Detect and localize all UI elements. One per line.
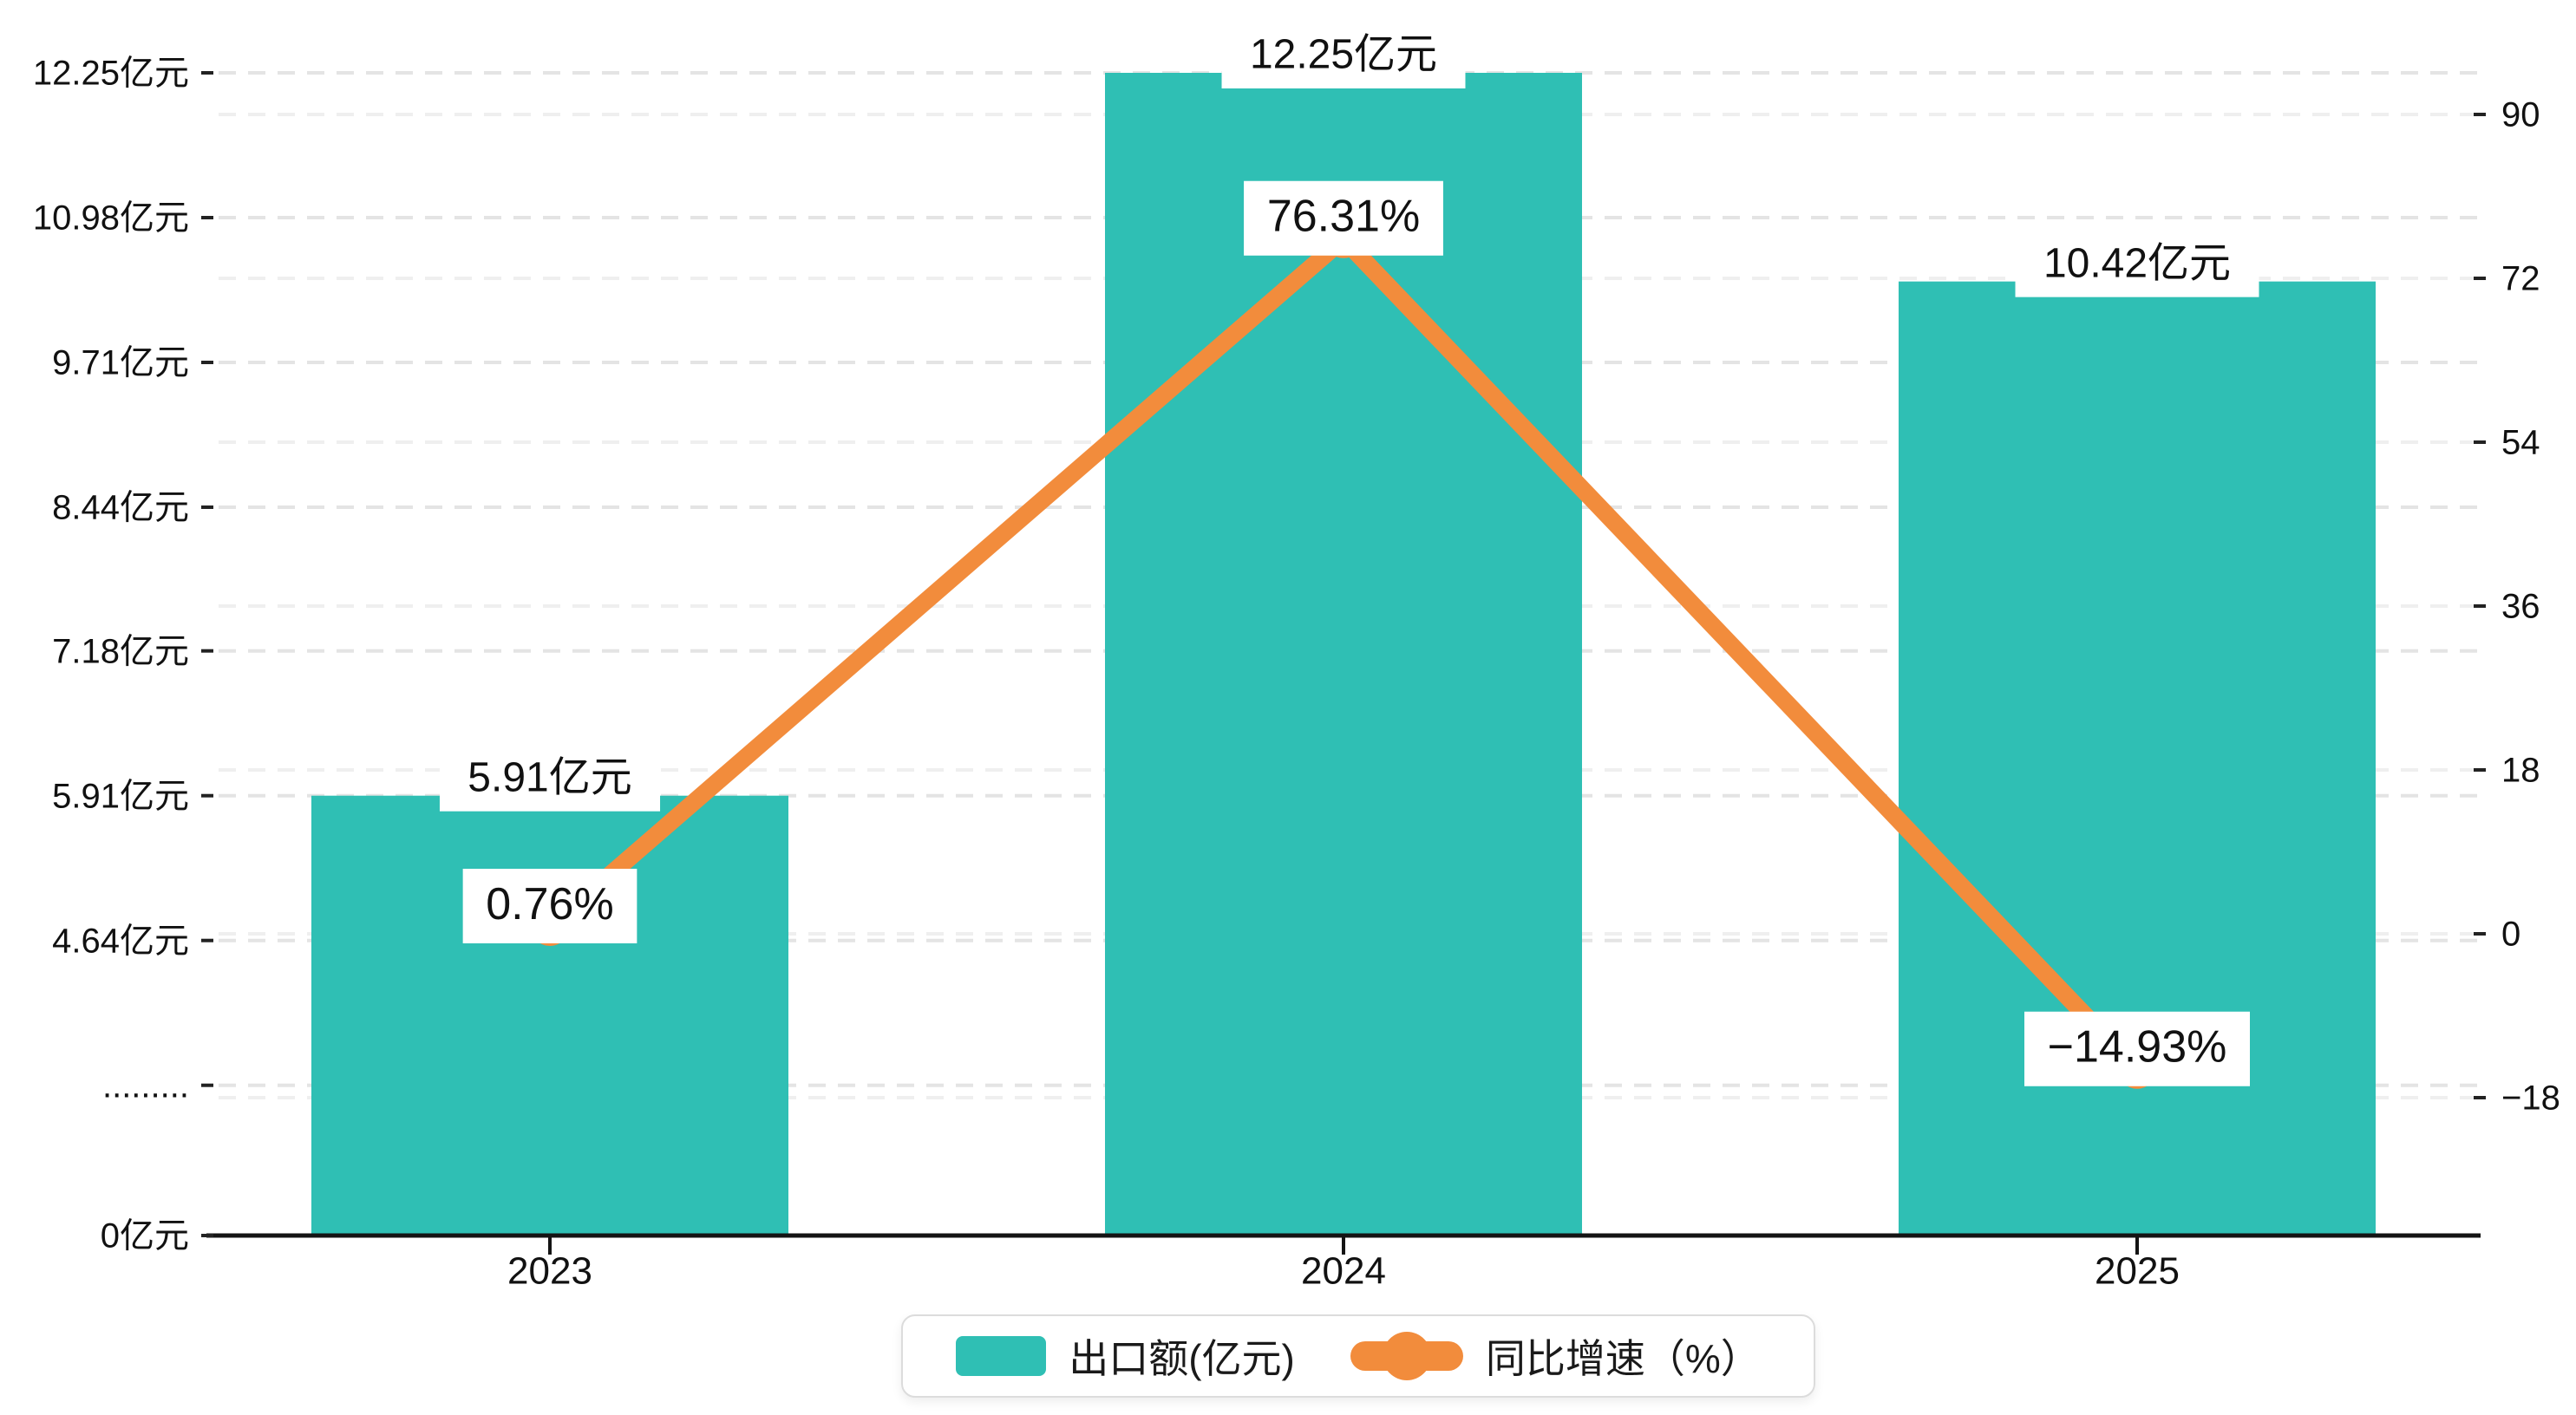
x-axis-label-2023: 2023	[507, 1250, 592, 1293]
left-axis-tick-label: 9.71亿元	[52, 344, 189, 382]
line-series-dot-icon	[1382, 1332, 1431, 1380]
left-axis-tick-label: .........	[102, 1066, 189, 1105]
bar-value-label-box-2023	[439, 747, 661, 812]
growth-value-label-2025: −14.93%	[2048, 1021, 2227, 1072]
right-axis-tick-label: 36	[2501, 588, 2540, 626]
left-axis-tick-label: 0亿元	[101, 1217, 189, 1255]
left-axis-tick-label: 12.25亿元	[33, 55, 189, 93]
legend-label-growth: 同比增速（%）	[1485, 1336, 1761, 1381]
bar-value-label-2023: 5.91亿元	[467, 754, 631, 800]
left-axis-tick-label: 5.91亿元	[52, 777, 189, 815]
right-axis-tick-label: −18	[2501, 1079, 2560, 1118]
left-axis-tick-label: 7.18亿元	[52, 632, 189, 670]
growth-value-label-box-2025	[2024, 1011, 2250, 1086]
growth-value-label-2023: 0.76%	[486, 879, 613, 929]
left-axis-tick-label: 8.44亿元	[52, 489, 189, 527]
bar-value-label-box-2025	[2015, 232, 2259, 297]
x-axis-label-2024: 2024	[1301, 1250, 1386, 1293]
right-axis-tick-label: 18	[2501, 752, 2540, 790]
bar-2024[interactable]	[1105, 73, 1582, 1236]
right-axis-tick-label: 54	[2501, 424, 2540, 462]
right-axis-tick-label: 0	[2501, 916, 2520, 954]
bar-value-label-2025: 10.42亿元	[2043, 240, 2231, 286]
right-axis-tick-label: 72	[2501, 260, 2540, 298]
left-axis-tick-label: 4.64亿元	[52, 922, 189, 960]
legend-item-growth[interactable]: 同比增速（%）	[1350, 1327, 1761, 1385]
growth-value-label-2024: 76.31%	[1267, 191, 1420, 241]
legend-item-export[interactable]: 出口额(亿元)	[956, 1327, 1295, 1385]
legend-label-export: 出口额(亿元)	[1069, 1336, 1295, 1381]
legend: 出口额(亿元) 同比增速（%）	[901, 1314, 1815, 1398]
right-axis-tick-label: 90	[2501, 96, 2540, 134]
growth-value-label-box-2024	[1244, 180, 1443, 256]
bar-2023[interactable]	[311, 795, 788, 1236]
bar-2025[interactable]	[1899, 281, 2376, 1236]
left-axis-tick-label: 10.98亿元	[33, 199, 189, 238]
line-series-swatch-icon	[1350, 1332, 1463, 1380]
growth-value-label-box-2023	[462, 869, 637, 944]
bar-value-label-box-2024	[1221, 24, 1466, 88]
bar-value-label-2024: 12.25亿元	[1250, 32, 1437, 78]
bar-series-swatch-icon	[956, 1336, 1047, 1376]
x-axis-label-2025: 2025	[2095, 1250, 2180, 1293]
